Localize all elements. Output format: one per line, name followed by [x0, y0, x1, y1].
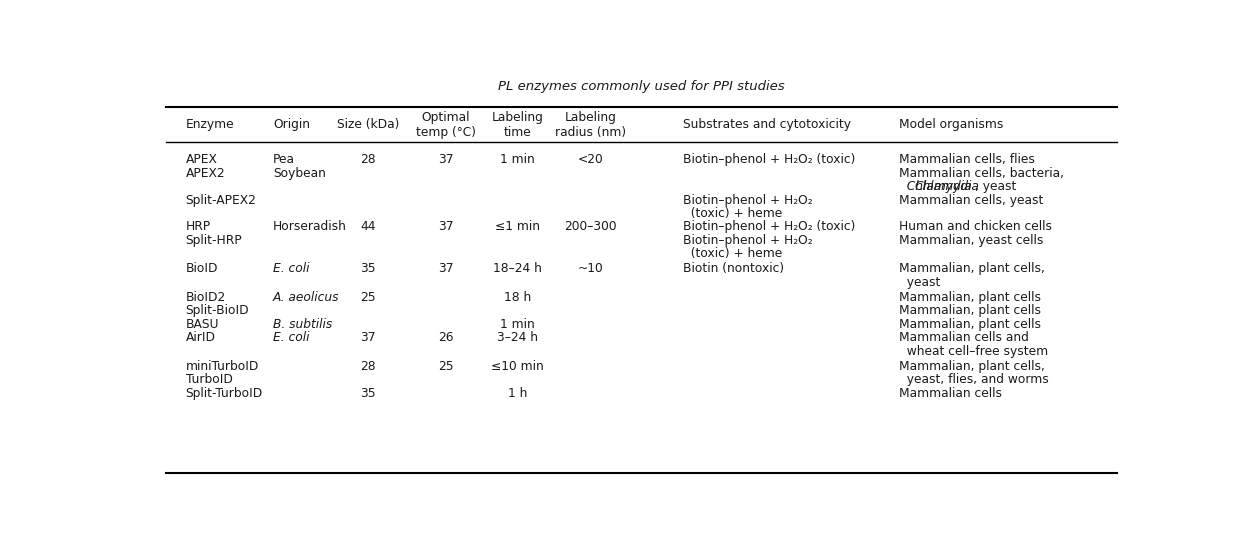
Text: Origin: Origin [273, 118, 310, 131]
Text: PL enzymes commonly used for PPI studies: PL enzymes commonly used for PPI studies [498, 80, 785, 93]
Text: Split-TurboID: Split-TurboID [185, 386, 263, 399]
Text: Biotin–phenol + H₂O₂: Biotin–phenol + H₂O₂ [684, 193, 813, 207]
Text: Biotin–phenol + H₂O₂ (toxic): Biotin–phenol + H₂O₂ (toxic) [684, 153, 856, 166]
Text: BioID2: BioID2 [185, 291, 225, 304]
Text: Mammalian cells and: Mammalian cells and [899, 331, 1029, 344]
Text: Model organisms: Model organisms [899, 118, 1003, 131]
Text: AirID: AirID [185, 331, 215, 344]
Text: E. coli: E. coli [273, 263, 309, 275]
Text: Mammalian cells, flies: Mammalian cells, flies [899, 153, 1034, 166]
Text: ≤1 min: ≤1 min [495, 221, 540, 233]
Text: 25: 25 [361, 291, 376, 304]
Text: 35: 35 [361, 263, 376, 275]
Text: Split-APEX2: Split-APEX2 [185, 193, 257, 207]
Text: E. coli: E. coli [273, 331, 309, 344]
Text: Labeling
radius (nm): Labeling radius (nm) [555, 111, 626, 138]
Text: Labeling
time: Labeling time [492, 111, 543, 138]
Text: (toxic) + heme: (toxic) + heme [684, 247, 782, 261]
Text: 3–24 h: 3–24 h [497, 331, 538, 344]
Text: Biotin–phenol + H₂O₂: Biotin–phenol + H₂O₂ [684, 234, 813, 247]
Text: 44: 44 [361, 221, 376, 233]
Text: 26: 26 [438, 331, 453, 344]
Text: B. subtilis: B. subtilis [273, 318, 332, 331]
Text: Horseradish: Horseradish [273, 221, 347, 233]
Text: yeast, flies, and worms: yeast, flies, and worms [899, 373, 1048, 386]
Text: 200–300: 200–300 [563, 221, 616, 233]
Text: <20: <20 [577, 153, 603, 166]
Text: HRP: HRP [185, 221, 210, 233]
Text: A. aeolicus: A. aeolicus [273, 291, 339, 304]
Text: 25: 25 [438, 360, 453, 373]
Text: 1 h: 1 h [508, 386, 527, 399]
Text: Biotin (nontoxic): Biotin (nontoxic) [684, 263, 785, 275]
Text: 37: 37 [361, 331, 376, 344]
Text: miniTurboID: miniTurboID [185, 360, 259, 373]
Text: 28: 28 [361, 153, 376, 166]
Text: Mammalian, yeast cells: Mammalian, yeast cells [899, 234, 1043, 247]
Text: yeast: yeast [899, 276, 940, 289]
Text: Pea: Pea [273, 153, 295, 166]
Text: Chlamydia: Chlamydia [914, 180, 979, 193]
Text: , yeast: , yeast [975, 180, 1017, 193]
Text: ≤10 min: ≤10 min [491, 360, 543, 373]
Text: Human and chicken cells: Human and chicken cells [899, 221, 1052, 233]
Text: Mammalian cells, yeast: Mammalian cells, yeast [899, 193, 1043, 207]
Text: Mammalian, plant cells: Mammalian, plant cells [899, 318, 1040, 331]
Text: TurboID: TurboID [185, 373, 233, 386]
Text: ​Chlamydia, yeast: ​Chlamydia, yeast [899, 180, 1013, 193]
Text: Mammalian, plant cells,: Mammalian, plant cells, [899, 263, 1044, 275]
Text: Substrates and cytotoxicity: Substrates and cytotoxicity [684, 118, 851, 131]
Text: Optimal
temp (°C): Optimal temp (°C) [416, 111, 476, 138]
Text: Mammalian, plant cells: Mammalian, plant cells [899, 305, 1040, 317]
Text: 1 min: 1 min [500, 318, 535, 331]
Text: BioID: BioID [185, 263, 218, 275]
Text: Split-BioID: Split-BioID [185, 305, 249, 317]
Text: Mammalian, plant cells,: Mammalian, plant cells, [899, 360, 1044, 373]
Text: ​Chlamydia: ​Chlamydia [899, 180, 972, 193]
Text: Size (kDa): Size (kDa) [337, 118, 399, 131]
Text: 28: 28 [361, 360, 376, 373]
Text: 37: 37 [438, 221, 453, 233]
Text: ~10: ~10 [577, 263, 603, 275]
Text: APEX2: APEX2 [185, 167, 225, 180]
Text: Mammalian cells: Mammalian cells [899, 386, 1002, 399]
Text: 18–24 h: 18–24 h [493, 263, 542, 275]
Text: (toxic) + heme: (toxic) + heme [684, 207, 782, 220]
Text: 35: 35 [361, 386, 376, 399]
Text: APEX: APEX [185, 153, 218, 166]
Text: Mammalian, plant cells: Mammalian, plant cells [899, 291, 1040, 304]
Text: 18 h: 18 h [503, 291, 531, 304]
Text: Mammalian cells, bacteria,: Mammalian cells, bacteria, [899, 167, 1064, 180]
Text: Soybean: Soybean [273, 167, 326, 180]
Text: wheat cell–free system: wheat cell–free system [899, 344, 1048, 358]
Text: 37: 37 [438, 153, 453, 166]
Text: Enzyme: Enzyme [185, 118, 234, 131]
Text: 1 min: 1 min [500, 153, 535, 166]
Text: BASU: BASU [185, 318, 219, 331]
Text: 37: 37 [438, 263, 453, 275]
Text: Biotin–phenol + H₂O₂ (toxic): Biotin–phenol + H₂O₂ (toxic) [684, 221, 856, 233]
Text: Split-HRP: Split-HRP [185, 234, 242, 247]
